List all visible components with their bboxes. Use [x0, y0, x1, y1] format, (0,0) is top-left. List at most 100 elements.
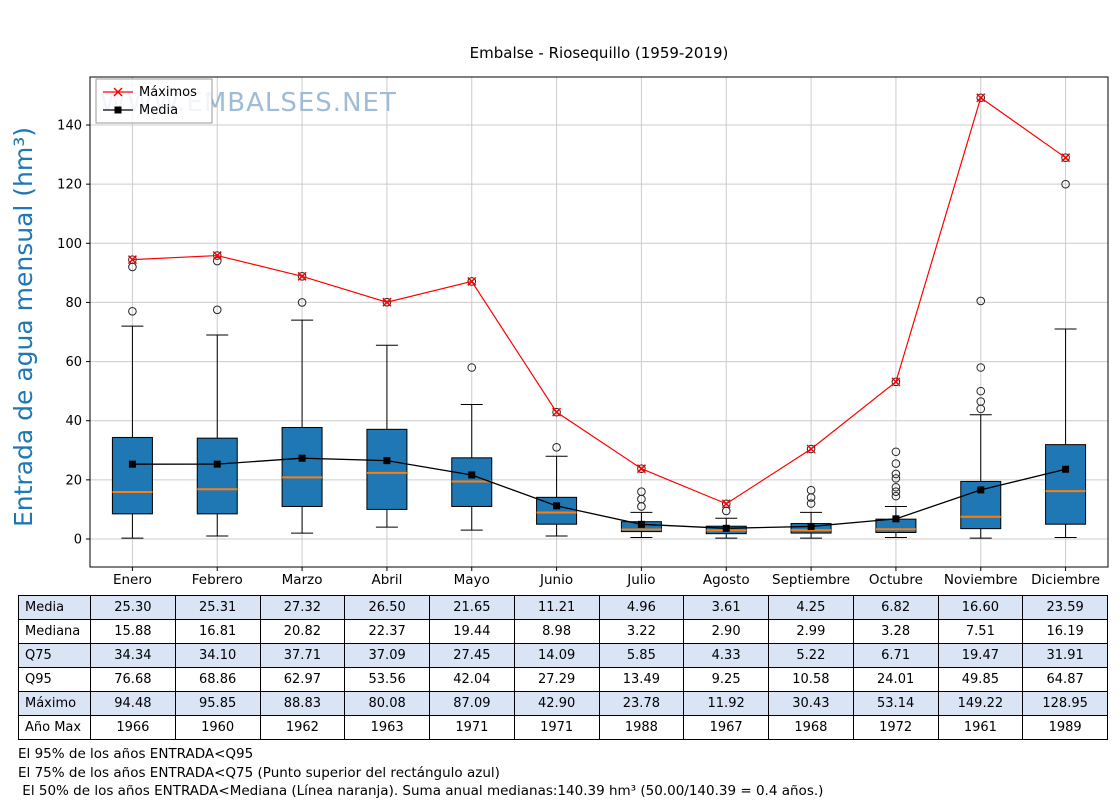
table-cell: 5.85 — [598, 643, 685, 668]
table-cell: 23.59 — [1022, 595, 1108, 620]
table-cell: 27.45 — [429, 643, 515, 668]
table-cell: 2.99 — [768, 619, 854, 644]
table-cell: 3.22 — [598, 619, 685, 644]
stats-table: Media 25.30 25.31 27.32 26.50 21.65 11.21 4.96 3… — [18, 595, 1108, 740]
row-header: Máximo — [18, 691, 91, 716]
table-cell: 23.78 — [598, 691, 685, 716]
legend: Máximos Media — [95, 78, 213, 124]
table-cell: 26.50 — [344, 595, 430, 620]
table-cell: 24.01 — [852, 667, 939, 692]
table-cell: 6.71 — [852, 643, 939, 668]
y-tick-label: 60 — [65, 355, 82, 370]
y-tick-label: 140 — [57, 119, 82, 134]
table-row: Máximo 94.48 95.85 88.83 80.08 87.09 42.90 23.7… — [18, 691, 1108, 716]
table-cell: 88.83 — [259, 691, 346, 716]
table-cell: 15.88 — [90, 619, 176, 644]
table-cell: 7.51 — [937, 619, 1024, 644]
footnote-q75: El 75% de los años ENTRADA<Q75 (Punto su… — [18, 764, 500, 781]
table-cell: 1971 — [429, 715, 515, 740]
table-cell: 1962 — [259, 715, 346, 740]
footnote-q95: El 95% de los años ENTRADA<Q95 — [18, 746, 254, 762]
x-tick-label-month: Agosto — [703, 572, 750, 588]
x-tick-label-month: Junio — [539, 572, 573, 588]
table-cell: 11.21 — [513, 595, 600, 620]
table-row: Q95 76.68 68.86 62.97 53.56 42.04 27.29 13.49 9.… — [18, 667, 1108, 692]
table-cell: 9.25 — [683, 667, 769, 692]
table-cell: 68.86 — [174, 667, 261, 692]
table-cell: 11.92 — [683, 691, 769, 716]
table-cell: 22.37 — [344, 619, 430, 644]
chart-title: Embalse - Riosequillo (1959-2019) — [469, 44, 729, 62]
table-cell: 16.60 — [937, 595, 1024, 620]
legend-label-maximos: Máximos — [139, 85, 197, 100]
table-cell: 25.30 — [90, 595, 176, 620]
table-row: Q75 34.34 34.10 37.71 37.09 27.45 14.09 5.85 4.3… — [18, 643, 1108, 668]
x-tick-label-month: Julio — [626, 572, 655, 588]
monthly-stats-table: Media 25.30 25.31 27.32 26.50 21.65 11.21 4.96 3… — [18, 595, 1108, 740]
table-cell: 13.49 — [598, 667, 685, 692]
maximos-line — [127, 93, 1071, 509]
table-cell: 149.22 — [937, 691, 1024, 716]
table-cell: 1971 — [513, 715, 600, 740]
table-cell: 1988 — [598, 715, 685, 740]
table-cell: 4.25 — [768, 595, 854, 620]
y-tick-label: 0 — [74, 533, 82, 548]
table-cell: 14.09 — [513, 643, 600, 668]
footnote-mediana: El 50% de los años ENTRADA<Mediana (Líne… — [18, 783, 824, 799]
table-cell: 87.09 — [429, 691, 515, 716]
table-cell: 16.19 — [1022, 619, 1108, 644]
boxplots — [111, 93, 1087, 539]
table-cell: 37.09 — [344, 643, 430, 668]
table-cell: 80.08 — [344, 691, 430, 716]
table-cell: 4.96 — [598, 595, 685, 620]
x-tick-label-month: Febrero — [192, 572, 243, 588]
table-cell: 5.22 — [768, 643, 854, 668]
y-tick-label: 40 — [65, 414, 82, 429]
table-cell: 20.82 — [259, 619, 346, 644]
table-cell: 34.10 — [174, 643, 261, 668]
table-cell: 1989 — [1022, 715, 1108, 740]
table-cell: 37.71 — [259, 643, 346, 668]
table-cell: 8.98 — [513, 619, 600, 644]
table-cell: 6.82 — [852, 595, 939, 620]
axes: 0 20 40 60 80 100 120 140 Enero Febrero Marzo Abril… — [57, 76, 1109, 588]
table-row: Media 25.30 25.31 27.32 26.50 21.65 11.21 4.96 3… — [18, 595, 1108, 620]
table-cell: 1963 — [344, 715, 430, 740]
row-header: Mediana — [18, 619, 91, 644]
row-header: Q95 — [18, 667, 91, 692]
table-cell: 16.81 — [174, 619, 261, 644]
footnotes: El 95% de los años ENTRADA<Q95 El 75% de… — [18, 745, 823, 801]
y-tick-label: 20 — [65, 473, 82, 488]
table-cell: 19.47 — [937, 643, 1024, 668]
row-header: Año Max — [18, 715, 91, 740]
table-cell: 1960 — [174, 715, 261, 740]
x-tick-label-month: Abril — [371, 572, 402, 588]
table-cell: 25.31 — [174, 595, 261, 620]
table-cell: 1972 — [852, 715, 939, 740]
table-cell: 27.32 — [259, 595, 346, 620]
table-cell: 2.90 — [683, 619, 769, 644]
x-tick-label-month: Mayo — [454, 572, 490, 588]
x-tick-label-month: Diciembre — [1031, 572, 1100, 588]
table-cell: 49.85 — [937, 667, 1024, 692]
table-cell: 76.68 — [90, 667, 176, 692]
row-header: Media — [18, 595, 91, 620]
table-cell: 64.87 — [1022, 667, 1108, 692]
y-tick-label: 80 — [65, 296, 82, 311]
table-row: Año Max 1966 1960 1962 1963 1971 1971 1988 1967 1… — [18, 715, 1108, 740]
table-cell: 53.14 — [852, 691, 939, 716]
y-tick-label: 100 — [57, 237, 82, 252]
x-tick-label-month: Octubre — [869, 572, 923, 588]
table-cell: 10.58 — [768, 667, 854, 692]
table-cell: 62.97 — [259, 667, 346, 692]
table-cell: 30.43 — [768, 691, 854, 716]
y-tick-label: 120 — [57, 178, 82, 193]
table-cell: 42.04 — [429, 667, 515, 692]
table-cell: 53.56 — [344, 667, 430, 692]
table-cell: 1961 — [937, 715, 1024, 740]
x-tick-label-month: Septiembre — [772, 572, 850, 588]
table-cell: 27.29 — [513, 667, 600, 692]
media-line — [128, 454, 1070, 532]
legend-label-media: Media — [139, 103, 178, 118]
